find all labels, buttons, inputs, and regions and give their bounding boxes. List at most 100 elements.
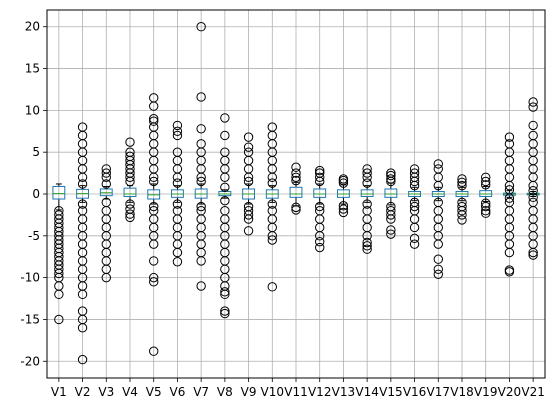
x-tick-label: V4 [122, 385, 138, 399]
boxes [52, 22, 540, 365]
outlier-point [220, 147, 230, 157]
outlier-point [528, 97, 538, 107]
outlier-point [149, 256, 159, 266]
outlier-point [433, 269, 443, 279]
box-V18 [455, 174, 469, 225]
box-V5 [147, 93, 161, 356]
outlier-point [243, 132, 254, 142]
outlier-point [220, 306, 230, 316]
outlier-point [77, 289, 88, 300]
outlier-point [481, 176, 491, 187]
box-V6 [171, 120, 184, 267]
outlier-point [125, 209, 135, 219]
outlier-point [149, 277, 159, 287]
outlier-point [433, 159, 443, 169]
outlier-point [362, 164, 372, 174]
outlier-point [149, 176, 159, 187]
outlier-point [291, 168, 301, 178]
outlier-point [528, 185, 538, 196]
outlier-point [409, 164, 420, 174]
outlier-point [172, 126, 183, 136]
outlier-point [315, 172, 325, 182]
outlier-point [504, 139, 515, 149]
outlier-point [125, 199, 135, 209]
outlier-point [196, 22, 206, 32]
outlier-point [220, 195, 230, 206]
outlier-point [362, 178, 372, 188]
outlier-point [291, 205, 301, 215]
outlier-point [172, 199, 183, 209]
outlier-point [196, 281, 206, 291]
outlier-point [338, 201, 349, 211]
x-tick-label: V18 [450, 385, 473, 399]
outlier-point [409, 233, 420, 244]
outlier-point [528, 250, 538, 260]
x-tick-label: V9 [241, 385, 257, 399]
box-V11 [289, 162, 303, 215]
y-tick-label: 10 [25, 103, 40, 117]
outlier-point [220, 289, 230, 300]
outlier-point [267, 282, 277, 292]
outlier-point [362, 231, 372, 241]
outlier-point [243, 226, 254, 236]
outlier-point [315, 231, 325, 241]
outlier-point [149, 272, 159, 283]
outlier-point [457, 215, 467, 225]
outlier-point [481, 208, 491, 218]
outlier-point [409, 239, 420, 249]
outlier-point [291, 162, 301, 172]
outlier-point [196, 139, 206, 149]
outlier-point [386, 229, 396, 239]
outlier-point [101, 168, 111, 178]
outlier-point [196, 201, 206, 212]
outlier-point [457, 177, 467, 187]
x-tick-label: V11 [284, 385, 307, 399]
outlier-point [386, 225, 396, 235]
outlier-point [315, 242, 325, 253]
outlier-point [196, 176, 206, 187]
box-iqr [384, 188, 398, 198]
outlier-point [315, 165, 325, 176]
outlier-point [362, 241, 372, 251]
outlier-point [504, 185, 515, 195]
box-V16 [408, 164, 421, 249]
outlier-point [172, 130, 183, 141]
x-tick-label: V1 [51, 385, 67, 399]
box-V20 [503, 132, 516, 277]
outlier-point [338, 207, 349, 218]
outlier-point [386, 174, 396, 184]
outlier-point [54, 289, 64, 300]
outlier-point [481, 172, 491, 182]
outlier-point [243, 147, 254, 157]
outlier-point [528, 192, 538, 203]
outlier-point [267, 122, 277, 132]
box-V19 [479, 172, 493, 218]
outlier-point [528, 130, 538, 141]
outlier-point [196, 124, 206, 134]
outlier-point [243, 214, 254, 224]
box-V15 [384, 168, 398, 239]
plot-frame [46, 9, 546, 379]
x-tick-label: V2 [75, 385, 91, 399]
box-V21 [526, 97, 540, 260]
outlier-point [291, 202, 301, 213]
outlier-point [125, 151, 135, 162]
outlier-point [267, 199, 277, 209]
outlier-point [409, 201, 420, 212]
outlier-point [315, 236, 325, 247]
outlier-point [338, 174, 349, 184]
outlier-point [433, 239, 443, 249]
outlier-point [149, 114, 159, 124]
outlier-point [267, 235, 277, 245]
outlier-point [362, 244, 372, 254]
outlier-point [338, 204, 349, 214]
x-tick-label: V13 [332, 385, 355, 399]
outlier-point [101, 164, 111, 174]
x-tick-label: V14 [355, 385, 378, 399]
outlier-point [101, 272, 111, 283]
x-tick-label: V7 [193, 385, 209, 399]
outlier-point [172, 257, 183, 267]
outlier-point [386, 214, 396, 224]
outlier-point [457, 180, 467, 191]
outlier-point [528, 102, 538, 112]
